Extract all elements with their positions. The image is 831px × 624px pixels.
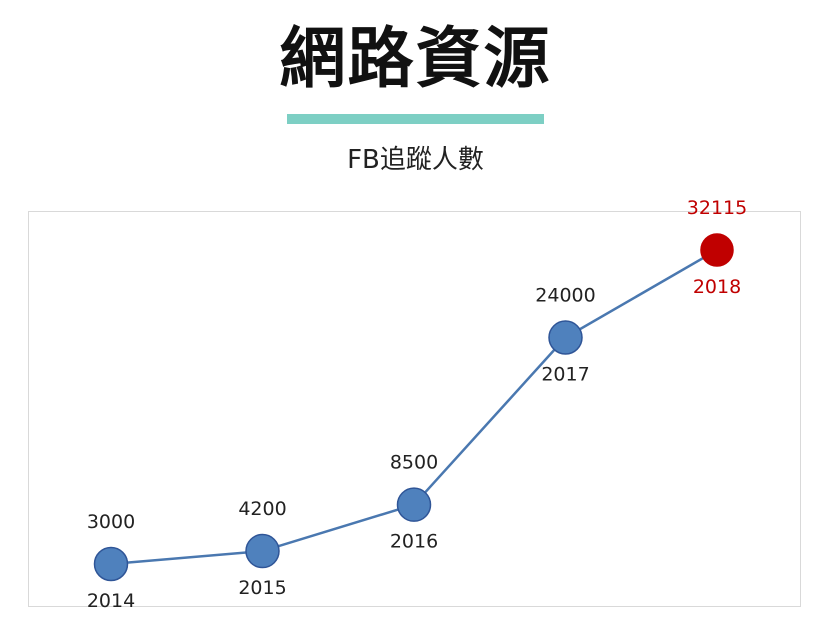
data-point-highlight [700,233,734,267]
x-category-label: 2016 [390,531,438,553]
data-label: 3000 [87,511,135,533]
data-point [93,546,129,582]
data-label: 8500 [390,452,438,474]
page-title: 網路資源 [279,20,552,97]
x-category-label: 2017 [541,364,589,386]
data-label: 4200 [238,498,286,520]
x-category-label: 2015 [238,577,286,599]
data-label: 32115 [687,197,747,219]
data-point [396,487,432,522]
x-category-label: 2014 [87,590,135,612]
data-point [245,533,280,569]
data-point [548,320,583,355]
x-category-label: 2018 [693,276,741,298]
chart-subtitle: FB追蹤人數 [347,145,484,175]
title-accent-bar [287,114,544,124]
chart-frame [28,211,801,607]
data-label: 24000 [535,285,595,307]
